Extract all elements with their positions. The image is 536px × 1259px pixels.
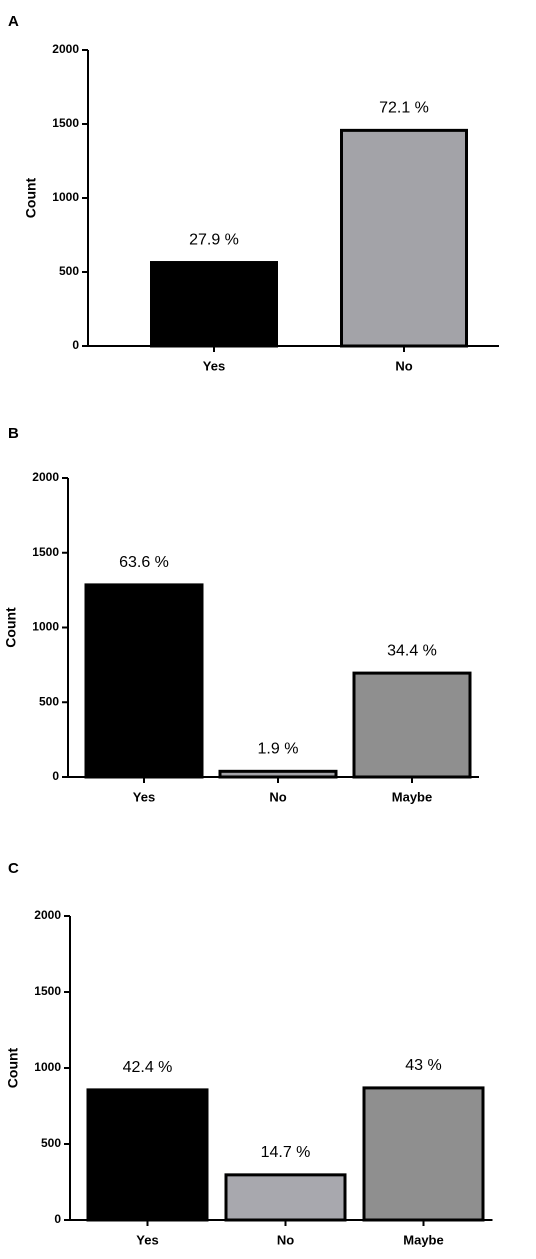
y-tick-label: 2000 xyxy=(34,908,61,922)
x-tick-label: Maybe xyxy=(403,1232,443,1247)
bar-annotation: 42.4 % xyxy=(123,1059,173,1076)
panel-label: A xyxy=(8,13,19,30)
bar-annotation: 63.6 % xyxy=(119,554,169,571)
panel-label: C xyxy=(8,860,19,877)
y-axis-label: Count xyxy=(3,607,19,648)
bar xyxy=(86,1088,209,1222)
y-tick-label: 0 xyxy=(72,338,79,352)
x-tick-label: Yes xyxy=(136,1232,158,1247)
bar xyxy=(218,769,338,779)
bar-annotation: 1.9 % xyxy=(258,741,299,758)
y-tick-label: 1500 xyxy=(52,116,79,130)
y-tick-label: 2000 xyxy=(52,42,79,56)
y-tick-label: 1000 xyxy=(34,1060,61,1074)
bar xyxy=(362,1086,485,1222)
bar xyxy=(224,1173,347,1222)
y-tick-label: 0 xyxy=(54,1212,61,1226)
y-tick-label: 1500 xyxy=(34,984,61,998)
y-tick-label: 500 xyxy=(59,264,79,278)
bar-annotation: 27.9 % xyxy=(189,232,239,249)
bar xyxy=(150,261,278,348)
bar xyxy=(352,671,472,779)
x-tick-label: No xyxy=(277,1232,294,1247)
x-tick-label: No xyxy=(395,358,412,373)
y-tick-label: 1500 xyxy=(32,545,59,559)
y-tick-label: 500 xyxy=(41,1136,61,1150)
y-tick-label: 0 xyxy=(52,769,59,783)
x-tick-label: Yes xyxy=(133,789,155,804)
x-tick-label: Maybe xyxy=(392,789,432,804)
x-tick-label: Yes xyxy=(203,358,225,373)
bar-annotation: 43 % xyxy=(405,1057,441,1074)
y-axis-label: Count xyxy=(23,177,39,218)
bar-annotation: 72.1 % xyxy=(379,100,429,117)
bar xyxy=(84,583,204,779)
y-tick-label: 1000 xyxy=(52,190,79,204)
bar-annotation: 34.4 % xyxy=(387,642,437,659)
x-tick-label: No xyxy=(269,789,286,804)
y-tick-label: 2000 xyxy=(32,470,59,484)
y-tick-label: 500 xyxy=(39,694,59,708)
panel-label: B xyxy=(8,425,19,442)
y-tick-label: 1000 xyxy=(32,620,59,634)
bar-annotation: 14.7 % xyxy=(261,1144,311,1161)
bar xyxy=(340,128,468,348)
y-axis-label: Count xyxy=(5,1047,21,1088)
